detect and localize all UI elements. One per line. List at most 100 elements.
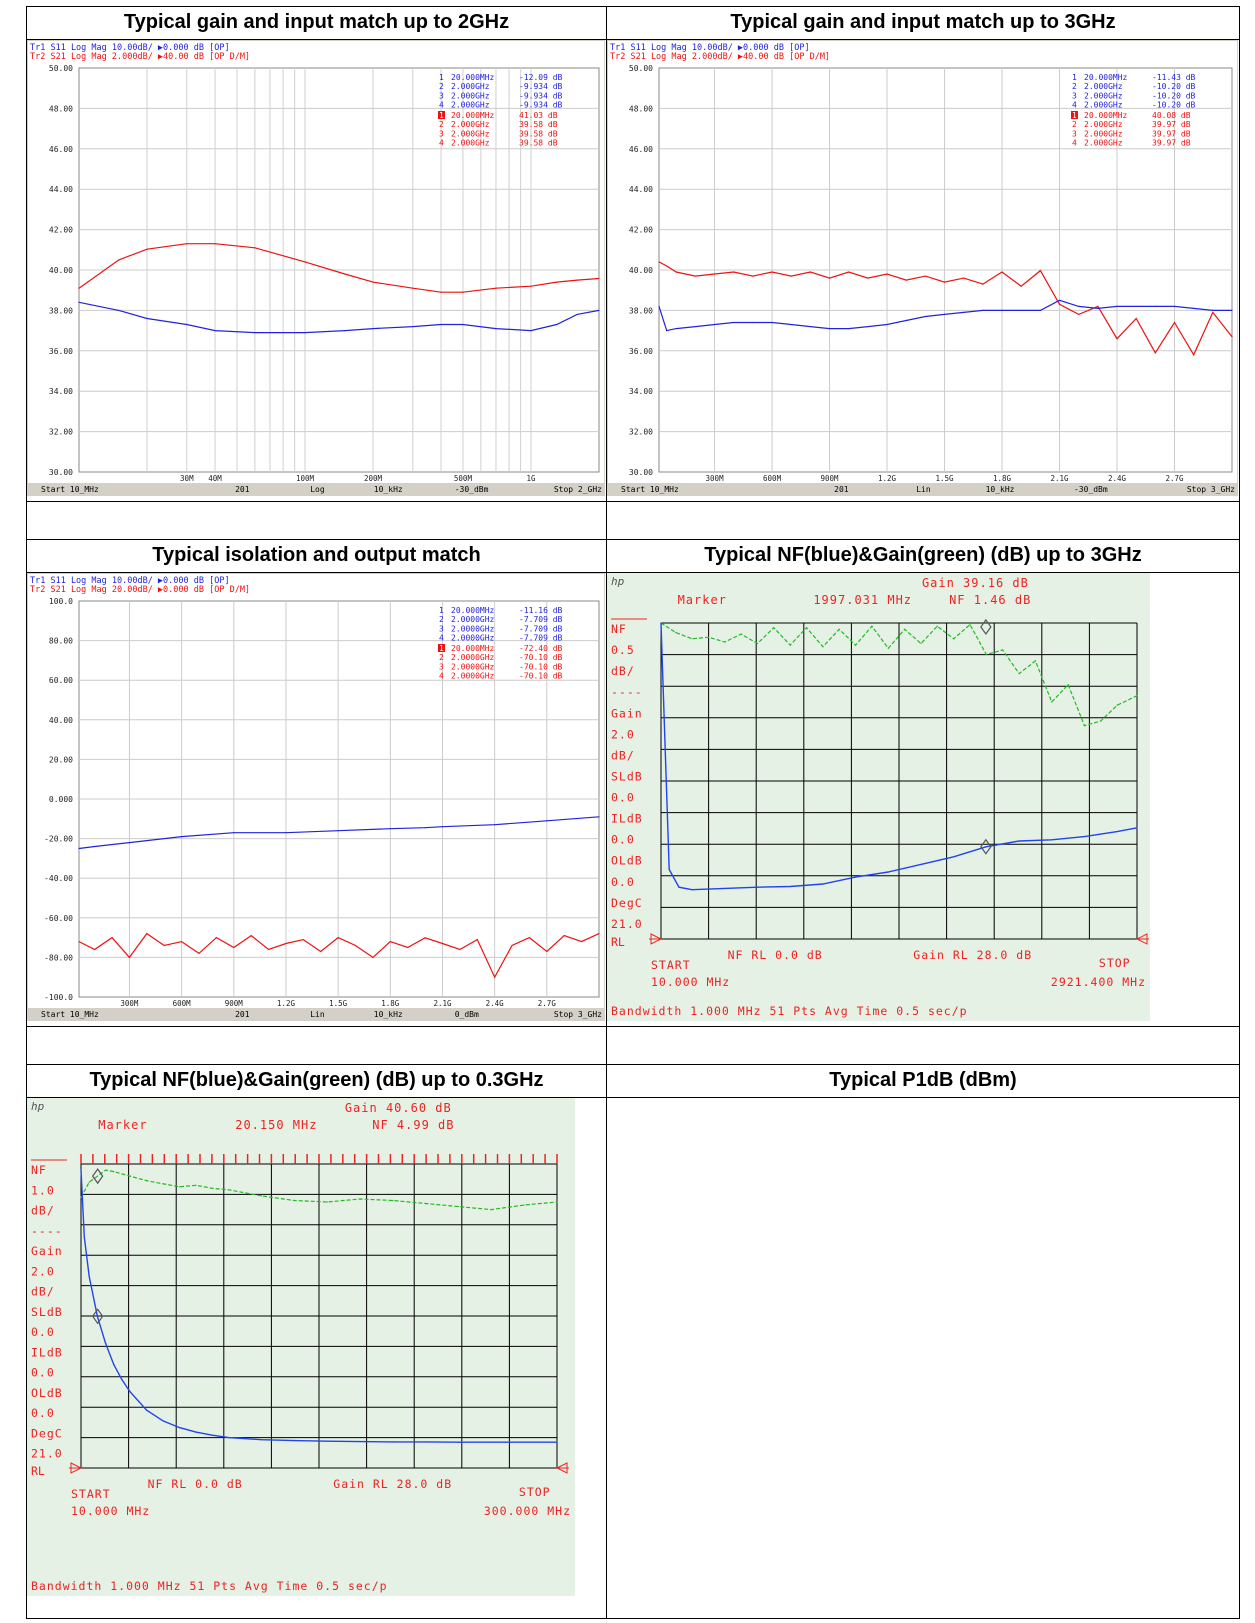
trace-point-s21 — [354, 945, 357, 947]
marker-diamond-icon — [980, 838, 992, 855]
hp-screen — [27, 1098, 575, 1597]
trace-point-s21 — [886, 273, 888, 275]
trace-point-s11 — [440, 324, 442, 326]
x-tick-label: 200M — [364, 474, 383, 483]
start-frequency: 10.000 MHz — [651, 975, 730, 989]
trace-point-s11 — [752, 321, 754, 324]
start-frequency: 10.000 MHz — [71, 1504, 150, 1518]
y-tick-label: 42.00 — [629, 226, 653, 235]
vna-plot-bg — [608, 41, 1237, 484]
gain-point — [920, 643, 922, 645]
chart-cell-4: hp Gain 39.16 dB Marker 1997.031 MHz NF 1.46… — [606, 572, 1240, 1028]
x-tick-label: 2.1G — [1050, 474, 1069, 483]
trace-point-s21 — [1116, 338, 1118, 340]
trace-point-s11 — [78, 848, 80, 850]
y-tick-label: 80.00 — [49, 637, 73, 646]
marker-frequency: 20.150 MHz — [235, 1118, 317, 1132]
left-scale-label: DegC — [611, 896, 643, 910]
trace-point-s21 — [924, 275, 926, 277]
gain-point — [805, 627, 808, 629]
trace-point-s21 — [250, 935, 252, 937]
footer-field: Stop 2_GHz — [554, 485, 602, 494]
trace-point-s11 — [963, 311, 965, 314]
trace-point-s21 — [576, 279, 578, 281]
gain-point — [756, 643, 759, 645]
left-scale-label: 2.0 — [611, 727, 635, 741]
y-tick-label: -20.00 — [44, 835, 73, 844]
trace-point-s11 — [389, 828, 391, 830]
trace-point-s21 — [111, 937, 113, 939]
rl-left-arrow-icon — [69, 1462, 83, 1474]
trace-point-s11 — [462, 324, 464, 326]
trace-point-s21 — [563, 935, 565, 937]
trace-s21 — [658, 261, 1233, 357]
marker-s11-index: 3 — [1072, 91, 1077, 100]
left-scale-label: 0.0 — [31, 1366, 55, 1380]
marker-s21-index: 3 — [1072, 129, 1077, 138]
nf-point — [985, 846, 987, 848]
trace-point-s21 — [1173, 321, 1176, 324]
trace-point-s21 — [733, 271, 735, 273]
left-scale-label: ILdB — [611, 812, 643, 826]
x-tick-label: 900M — [821, 474, 840, 483]
caption-isolation: Typical isolation and output match — [152, 544, 481, 567]
x-tick-label: 600M — [763, 474, 782, 483]
trace-point-s21 — [441, 943, 444, 945]
trace-point-s21 — [302, 939, 304, 941]
trace-point-s11 — [1058, 299, 1061, 301]
marker-s21-freq: 2.0000GHz — [451, 663, 495, 672]
marker-s21-index: 1 — [1072, 111, 1077, 120]
hp-svg: hp Gain 39.16 dB Marker 1997.031 MHz NF 1.46… — [607, 573, 1150, 1022]
footer-field: Lin — [916, 485, 931, 494]
trace-point-s11 — [530, 330, 532, 332]
marker-s11-value: -10.20 dB — [1152, 91, 1196, 100]
marker-s11-index: 2 — [1072, 82, 1077, 91]
y-tick-label: 60.00 — [49, 676, 73, 685]
trace-point-s11 — [1039, 309, 1041, 312]
trace-point-s11 — [285, 832, 287, 834]
nf-point — [146, 1409, 148, 1412]
y-tick-label: 44.00 — [629, 185, 653, 194]
trace-point-s21 — [1058, 303, 1061, 306]
nf-point — [660, 622, 662, 624]
nf-point — [359, 1441, 361, 1443]
trace-point-s11 — [304, 332, 306, 334]
vna-plot-bg — [28, 574, 604, 1009]
nf-point — [887, 871, 889, 873]
gain-point — [936, 625, 938, 627]
marker-s21-value: 39.97 dB — [1152, 129, 1191, 138]
caption-cell-3: Typical isolation and output match — [26, 539, 607, 574]
trace-point-s11 — [943, 313, 946, 316]
marker-s21-value: -70.10 dB — [519, 672, 563, 681]
caption-nf-3ghz: Typical NF(blue)&Gain(green) (dB) up to … — [704, 544, 1142, 567]
trace-point-s11 — [1193, 307, 1195, 310]
marker-s11-freq: 2.0000GHz — [451, 634, 495, 643]
left-scale-label: 0.0 — [611, 791, 635, 805]
vna-chart-gain-3ghz: Tr1 S11 Log Mag 10.00dB/ ▶0.000 dB [OP] T… — [607, 40, 1239, 501]
trace-point-s21 — [713, 273, 716, 275]
trace-point-s21 — [254, 247, 256, 249]
marker-s11-index: 2 — [439, 615, 444, 624]
gain-point — [359, 1198, 361, 1200]
gain-point — [80, 1197, 82, 1199]
footer-field: Stop 3_GHz — [554, 1010, 602, 1019]
footer-field: -30_dBm — [1074, 485, 1108, 494]
trace-point-s11 — [848, 328, 850, 330]
nf-point — [293, 1440, 295, 1442]
trace-point-s11 — [771, 321, 773, 324]
trace-point-s11 — [598, 309, 600, 312]
trace-point-s11 — [337, 830, 339, 832]
trace-point-s21 — [424, 937, 426, 939]
trace-point-s21 — [198, 952, 200, 955]
marker-s21-index: 4 — [439, 139, 444, 148]
footer-field: Start 10_MHz — [621, 485, 679, 494]
gain-rl-label: Gain RL 28.0 dB — [333, 1477, 452, 1491]
gain-point — [1136, 695, 1138, 697]
gain-point — [211, 1187, 213, 1190]
trace-point-s21 — [771, 271, 773, 273]
gain-point — [178, 1186, 181, 1188]
footer-field: Lin — [310, 1010, 325, 1019]
trace-point-s11 — [675, 328, 677, 330]
trace-point-s21 — [1001, 271, 1003, 273]
y-tick-label: 50.00 — [49, 64, 73, 73]
